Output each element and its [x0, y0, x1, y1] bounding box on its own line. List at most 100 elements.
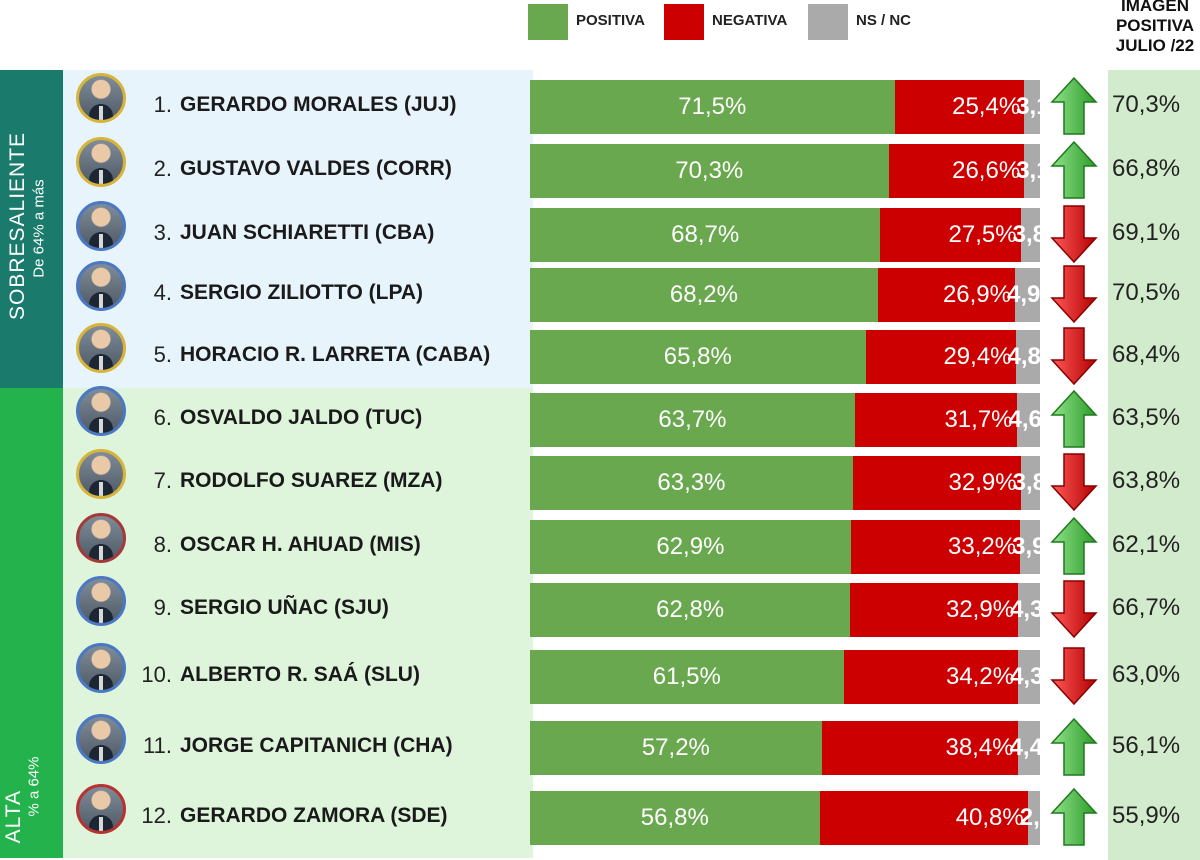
bar-segment-nsnc: [1020, 208, 1040, 262]
bar-segment-nsnc: [1017, 721, 1040, 775]
table-row: 4. SERGIO ZILIOTTO (LPA) 68,2% 26,9%4,9% 70,…: [0, 261, 1200, 325]
avatar-tie: [99, 747, 103, 761]
data-label-positiva: 71,5%: [678, 93, 747, 120]
rank-number: 10.: [141, 662, 172, 687]
stacked-bar: 63,7% 31,7%4,6%: [530, 393, 1040, 447]
rank-number: 2.: [153, 156, 172, 181]
legend-swatch-negativa: [664, 4, 704, 40]
rank-number: 1.: [153, 92, 172, 117]
legend: POSITIVA NEGATIVA NS / NC IMAGEN POSITIV…: [0, 0, 1200, 70]
avatar-tie: [99, 482, 103, 496]
bar-segment-positiva: [530, 208, 881, 262]
data-label-positiva: 61,5%: [652, 663, 721, 690]
data-label-nsnc: 4,9%: [1007, 281, 1040, 308]
bar-segment-positiva: [530, 456, 853, 510]
bar-segment-nsnc: [1018, 583, 1040, 637]
trend-down-arrow-icon: [1050, 647, 1098, 706]
bar-segment-negativa: [880, 208, 1021, 262]
panel-alta: [63, 388, 533, 858]
governor-name: ALBERTO R. SAÁ (SLU): [180, 663, 420, 686]
imagen-positiva-julio-value: 69,1%: [1112, 219, 1181, 246]
imagen-positiva-julio-value: 63,0%: [1112, 661, 1181, 688]
avatar-tie: [99, 294, 103, 308]
bar-segment-negativa: [888, 144, 1025, 198]
bar-segment-positiva: [530, 330, 866, 384]
bar-segment-positiva: [530, 520, 851, 574]
bar-segment-negativa: [877, 268, 1015, 322]
governor-name: GUSTAVO VALDES (CORR): [180, 157, 452, 180]
trend-up-arrow-icon: [1050, 76, 1098, 135]
data-label-negativa: 34,2%: [945, 663, 1015, 690]
data-label-negativa: 26,9%: [942, 281, 1011, 308]
data-label-positiva: 68,2%: [669, 281, 738, 308]
trend-down-arrow-icon: [1050, 580, 1098, 639]
data-label-positiva: 63,7%: [658, 406, 727, 433]
governor-name: OSVALDO JALDO (TUC): [180, 406, 423, 429]
bar-segment-negativa: [894, 80, 1025, 134]
data-label-nsnc: 4,4%: [1009, 734, 1040, 761]
avatar: [76, 643, 126, 693]
data-label-positiva: 56,8%: [640, 804, 709, 831]
governor-name: GERARDO MORALES (JUJ): [180, 93, 457, 116]
governor-name: SERGIO UÑAC (SJU): [180, 596, 389, 619]
avatar: [76, 714, 126, 764]
data-label-negativa: 32,9%: [948, 469, 1017, 496]
governor-name: JORGE CAPITANICH (CHA): [180, 734, 453, 757]
bar-segment-nsnc: [1015, 268, 1040, 322]
avatar-tie: [99, 234, 103, 248]
rank-number: 3.: [153, 220, 172, 245]
governor-name: JUAN SCHIARETTI (CBA): [180, 221, 435, 244]
bar-segment-negativa: [854, 393, 1017, 447]
legend-label-positiva: POSITIVA: [576, 12, 645, 29]
data-label-negativa: 27,5%: [948, 221, 1017, 248]
trend-up-arrow-icon: [1050, 717, 1098, 776]
bar-segment-nsnc: [1024, 80, 1040, 134]
rank-number: 5.: [153, 342, 172, 367]
data-label-negativa: 31,7%: [944, 406, 1013, 433]
imagen-positiva-column: [1108, 70, 1200, 860]
bar-segment-negativa: [850, 583, 1019, 637]
avatar: [76, 261, 126, 311]
rank-number: 4.: [153, 280, 172, 305]
data-label-negativa: 38,4%: [945, 734, 1014, 761]
imagen-positiva-julio-value: 55,9%: [1112, 802, 1181, 829]
data-label-positiva: 68,7%: [671, 221, 740, 248]
data-label-nsnc: 3,1%: [1016, 157, 1040, 184]
stacked-bar: 68,2% 26,9%4,9%: [530, 268, 1040, 322]
column-header-line-3: JULIO /22: [1115, 36, 1195, 55]
imagen-positiva-julio-value: 66,7%: [1112, 594, 1181, 621]
avatar: [76, 576, 126, 626]
avatar-tie: [99, 170, 103, 184]
data-label-nsnc: 4,3%: [1010, 596, 1040, 623]
trend-up-arrow-icon: [1050, 389, 1098, 448]
data-label-positiva: 65,8%: [663, 343, 732, 370]
table-row: 11.JORGE CAPITANICH (CHA)57,2%38,4%4,4%5…: [0, 714, 1200, 778]
governor-name: GERARDO ZAMORA (SDE): [180, 804, 448, 827]
stacked-bar: 62,8% 32,9%4,3%: [530, 583, 1040, 637]
data-label-nsnc: 4,8%: [1007, 343, 1040, 370]
data-label-negativa: 40,8%: [955, 804, 1024, 831]
panel-sobresaliente: [63, 70, 533, 388]
avatar-tie: [99, 356, 103, 370]
table-row: 7. RODOLFO SUAREZ (MZA) 63,3% 32,9%3,8% 63,8…: [0, 449, 1200, 513]
imagen-positiva-julio-value: 62,1%: [1112, 531, 1181, 558]
stacked-bar: 56,8% 40,8%2,4%: [530, 791, 1040, 845]
imagen-positiva-julio-value: 63,8%: [1112, 467, 1181, 494]
bar-segment-nsnc: [1020, 456, 1040, 510]
bar-segment-negativa: [843, 650, 1019, 704]
avatar-tie: [99, 817, 103, 831]
data-label-positiva: 62,8%: [656, 596, 725, 623]
trend-up-arrow-icon: [1050, 140, 1098, 199]
data-label-negativa: 25,4%: [952, 93, 1021, 120]
legend-label-negativa: NEGATIVA: [712, 12, 788, 29]
avatar: [76, 73, 126, 123]
data-label-nsnc: 3,9%: [1012, 533, 1040, 560]
bar-segment-negativa: [852, 456, 1021, 510]
imagen-positiva-julio-value: 70,5%: [1112, 279, 1181, 306]
bar-segment-positiva: [530, 583, 851, 637]
bar-segment-positiva: [530, 650, 844, 704]
imagen-positiva-julio-value: 68,4%: [1112, 341, 1181, 368]
governor-name: SERGIO ZILIOTTO (LPA): [180, 281, 424, 304]
category-band-sobresaliente: SOBRESALIENTE De 64% a más: [0, 70, 63, 388]
table-row: 2. GUSTAVO VALDES (CORR) 70,3% 26,6%3,1% 66,…: [0, 137, 1200, 201]
